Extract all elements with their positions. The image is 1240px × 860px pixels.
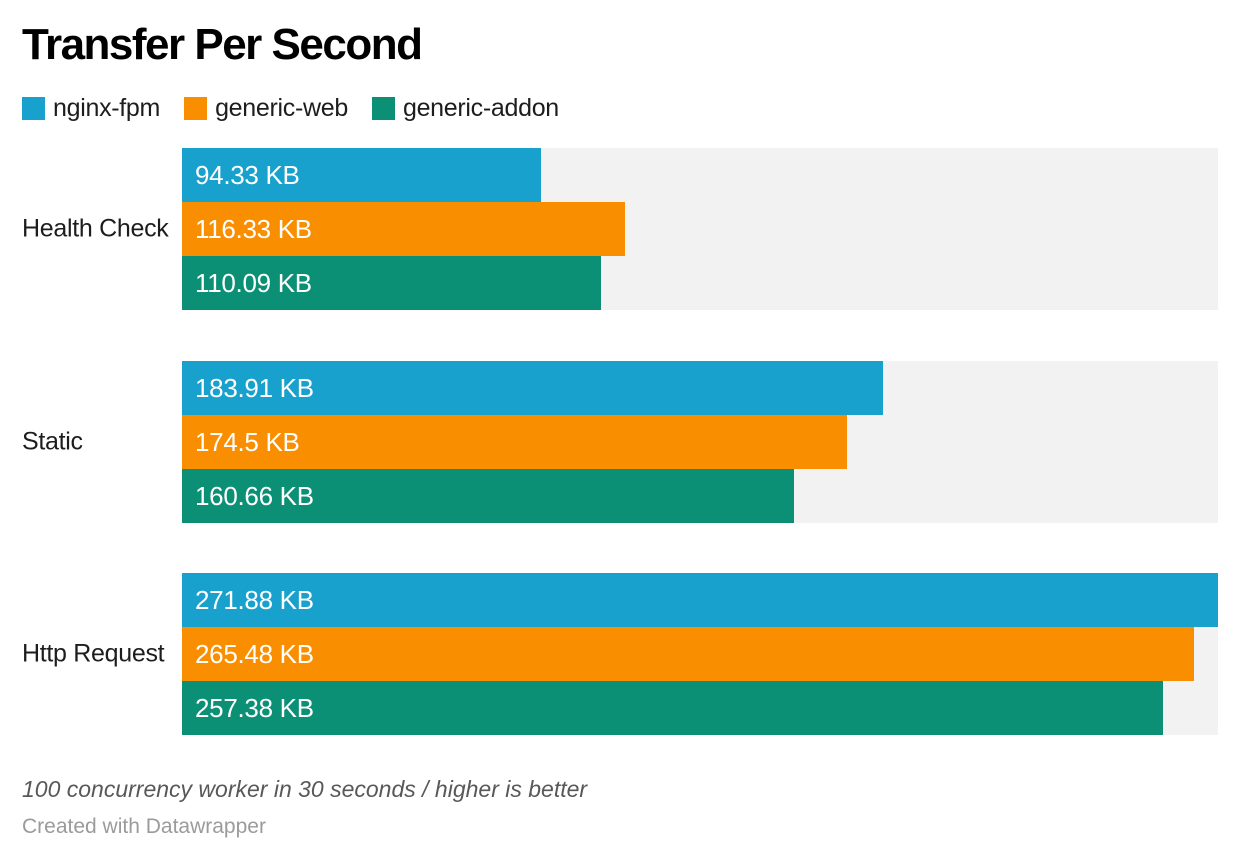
legend-swatch-icon [22, 97, 45, 120]
bar-generic-addon-http-request: 257.38 KB [182, 681, 1163, 735]
bar-value-label: 265.48 KB [195, 639, 314, 669]
bar-value-label: 174.5 KB [195, 427, 300, 457]
bar-value-label: 183.91 KB [195, 373, 314, 403]
bar-value-label: 271.88 KB [195, 585, 314, 615]
category-label: Static [22, 427, 83, 456]
bar-value-label: 257.38 KB [195, 693, 314, 723]
bar-track: 110.09 KB [182, 256, 1218, 310]
bar-nginx-fpm-health-check: 94.33 KB [182, 148, 542, 202]
bar-track: 160.66 KB [182, 469, 1218, 523]
bar-generic-web-http-request: 265.48 KB [182, 627, 1194, 681]
legend-label: generic-addon [402, 94, 559, 122]
bar-generic-web-health-check: 116.33 KB [182, 202, 626, 256]
bar-value-label: 94.33 KB [195, 160, 300, 190]
chart-title: Transfer Per Second [22, 20, 423, 69]
bar-track: 183.91 KB [182, 361, 1218, 415]
bar-track: 94.33 KB [182, 148, 1218, 202]
bar-group-static: Static 183.91 KB 174.5 KB 160.66 KB [0, 361, 1240, 523]
bar-stack: 183.91 KB 174.5 KB 160.66 KB [182, 361, 1218, 523]
legend-swatch-icon [371, 97, 395, 120]
bar-nginx-fpm-http-request: 271.88 KB [182, 573, 1218, 627]
bar-group-http-request: Http Request 271.88 KB 265.48 KB 257.38 KB [0, 573, 1240, 735]
legend: nginx-fpm generic-web generic-addon [22, 94, 559, 123]
bar-value-label: 160.66 KB [195, 481, 314, 511]
bar-track: 271.88 KB [182, 573, 1218, 627]
bar-stack: 271.88 KB 265.48 KB 257.38 KB [182, 573, 1218, 735]
legend-label: nginx-fpm [53, 94, 161, 122]
bar-track: 116.33 KB [182, 202, 1218, 256]
datawrapper-attribution-link[interactable]: Created with Datawrapper [22, 815, 266, 838]
bar-value-label: 110.09 KB [195, 268, 312, 298]
bar-group-health-check: Health Check 94.33 KB 116.33 KB 110.09 KB [0, 148, 1240, 310]
legend-label: generic-web [215, 94, 348, 122]
bar-stack: 94.33 KB 116.33 KB 110.09 KB [182, 148, 1218, 310]
bar-generic-addon-health-check: 110.09 KB [182, 256, 602, 310]
bar-generic-addon-static: 160.66 KB [182, 469, 795, 523]
category-label: Http Request [22, 639, 165, 668]
category-label: Health Check [22, 214, 169, 243]
bar-nginx-fpm-static: 183.91 KB [182, 361, 883, 415]
legend-swatch-icon [184, 97, 208, 120]
chart-note: 100 concurrency worker in 30 seconds / h… [22, 776, 588, 802]
bar-track: 174.5 KB [182, 415, 1218, 469]
legend-item-generic-addon: generic-addon [371, 94, 559, 123]
legend-item-generic-web: generic-web [184, 94, 348, 123]
bar-track: 257.38 KB [182, 681, 1218, 735]
legend-item-nginx-fpm: nginx-fpm [22, 94, 160, 123]
bar-generic-web-static: 174.5 KB [182, 415, 847, 469]
bar-track: 265.48 KB [182, 627, 1218, 681]
bar-value-label: 116.33 KB [195, 214, 312, 244]
